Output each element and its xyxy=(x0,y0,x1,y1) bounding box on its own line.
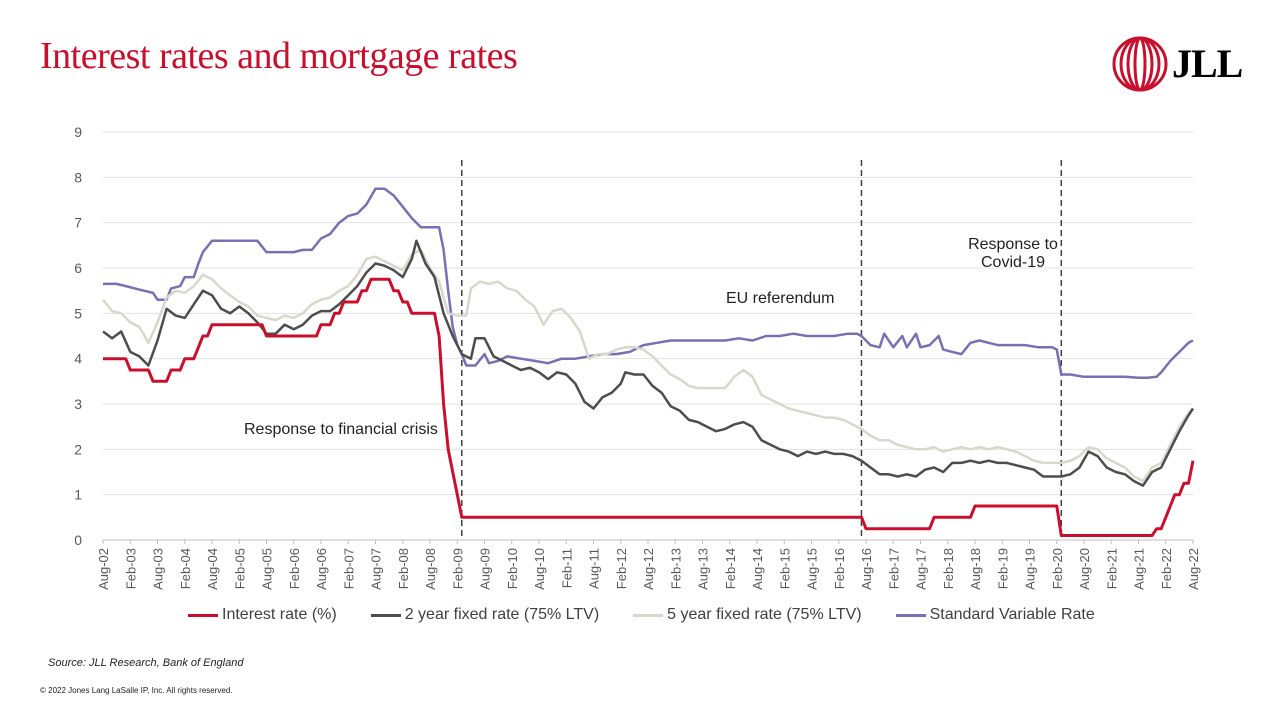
legend-label: Interest rate (%) xyxy=(222,606,337,623)
y-tick-label: 9 xyxy=(74,124,82,140)
x-tick-label: Feb-16 xyxy=(832,548,847,589)
x-tick-label: Aug-04 xyxy=(205,548,220,590)
annotation-covid: Response to Covid-19 xyxy=(958,236,1068,272)
x-tick-label: Aug-14 xyxy=(750,548,765,590)
x-tick-label: Feb-03 xyxy=(123,548,138,589)
y-tick-label: 1 xyxy=(74,487,82,503)
y-tick-label: 4 xyxy=(74,351,82,367)
legend-swatch xyxy=(633,613,664,617)
jll-logo-icon xyxy=(1112,36,1168,92)
x-tick-label: Aug-19 xyxy=(1023,548,1038,590)
legend-swatch xyxy=(188,613,218,617)
x-tick-label: Aug-09 xyxy=(478,548,493,590)
series-line-fixed5 xyxy=(102,248,1194,483)
annotation-covid-line2: Covid-19 xyxy=(980,254,1046,271)
legend-item: 5 year fixed rate (75% LTV) xyxy=(633,606,862,624)
y-tick-label: 6 xyxy=(74,260,82,276)
y-tick-label: 5 xyxy=(74,305,82,321)
x-tick-label: Feb-19 xyxy=(995,548,1010,589)
x-tick-label: Aug-12 xyxy=(641,548,656,590)
legend-label: Standard Variable Rate xyxy=(929,606,1095,623)
annotation-financial-crisis: Response to financial crisis xyxy=(244,421,438,438)
y-tick-label: 7 xyxy=(74,215,82,231)
x-tick-label: Feb-21 xyxy=(1104,548,1119,589)
x-tick-label: Aug-18 xyxy=(968,548,983,590)
x-tick-label: Feb-07 xyxy=(341,548,356,589)
x-tick-label: Feb-09 xyxy=(450,548,465,589)
x-tick-label: Feb-18 xyxy=(941,548,956,589)
legend-label: 2 year fixed rate (75% LTV) xyxy=(404,606,600,623)
x-tick-label: Aug-20 xyxy=(1077,548,1092,590)
x-tick-label: Feb-12 xyxy=(614,548,629,589)
series-line-svr xyxy=(103,187,1194,379)
logo-text: JLL xyxy=(1172,41,1243,86)
x-tick-label: Aug-13 xyxy=(696,548,711,590)
legend-item: Standard Variable Rate xyxy=(895,606,1095,624)
x-tick-label: Aug-07 xyxy=(369,548,384,590)
x-tick-label: Aug-11 xyxy=(587,548,602,589)
x-tick-label: Feb-10 xyxy=(505,548,520,589)
legend-item: Interest rate (%) xyxy=(188,606,337,624)
x-tick-label: Feb-05 xyxy=(232,548,247,589)
y-tick-label: 3 xyxy=(74,396,82,412)
source-note: Source: JLL Research, Bank of England xyxy=(48,657,244,669)
x-tick-label: Aug-08 xyxy=(423,548,438,590)
x-tick-label: Feb-08 xyxy=(396,548,411,589)
copyright-note: © 2022 Jones Lang LaSalle IP, Inc. All r… xyxy=(40,686,233,695)
y-tick-label: 8 xyxy=(74,169,82,185)
x-tick-label: Aug-15 xyxy=(805,548,820,590)
x-tick-label: Feb-22 xyxy=(1159,548,1174,589)
x-tick-label: Aug-06 xyxy=(314,548,329,590)
x-tick-label: Feb-17 xyxy=(886,548,901,589)
x-tick-label: Feb-13 xyxy=(668,548,683,589)
series-line-fixed2 xyxy=(102,239,1195,487)
x-tick-label: Feb-11 xyxy=(559,548,574,588)
x-tick-label: Aug-02 xyxy=(96,548,111,590)
legend-swatch xyxy=(895,613,926,617)
legend-swatch xyxy=(370,613,401,617)
x-tick-label: Feb-15 xyxy=(777,548,792,589)
x-tick-label: Aug-16 xyxy=(859,548,874,590)
chart-legend: Interest rate (%) 2 year fixed rate (75% … xyxy=(188,606,1129,624)
x-tick-label: Aug-21 xyxy=(1132,548,1147,590)
y-tick-label: 0 xyxy=(74,532,82,548)
legend-label: 5 year fixed rate (75% LTV) xyxy=(667,606,862,623)
x-tick-label: Aug-17 xyxy=(914,548,929,590)
x-tick-label: Aug-05 xyxy=(260,548,275,590)
annotation-covid-line1: Response to xyxy=(968,236,1058,253)
x-tick-label: Feb-14 xyxy=(723,548,738,589)
series-line-interest xyxy=(103,277,1195,537)
x-tick-label: Aug-03 xyxy=(151,548,166,590)
legend-item: 2 year fixed rate (75% LTV) xyxy=(370,606,600,624)
y-tick-label: 2 xyxy=(74,441,82,457)
x-tick-label: Feb-06 xyxy=(287,548,302,589)
x-tick-label: Aug-22 xyxy=(1186,548,1201,590)
x-tick-label: Aug-10 xyxy=(532,548,547,590)
x-tick-label: Feb-04 xyxy=(178,548,193,589)
x-tick-label: Feb-20 xyxy=(1050,548,1065,589)
annotation-eu-referendum: EU referendum xyxy=(726,290,835,307)
page-title: Interest rates and mortgage rates xyxy=(40,35,518,77)
